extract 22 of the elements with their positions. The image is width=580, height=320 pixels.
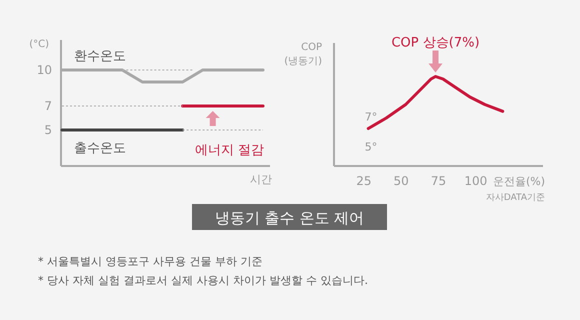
x-axis-title: 시간: [250, 173, 272, 186]
x-tick-label: 100: [464, 174, 488, 188]
x-tick-label: 75: [430, 174, 446, 188]
series-label: 출수온도: [74, 141, 126, 156]
series-label: 환수온도: [74, 49, 126, 64]
text: 냉동기 출수 온도 제어: [214, 209, 364, 227]
y-tick-label: 5°: [364, 140, 378, 154]
line-series: [366, 75, 504, 130]
annotation: 에너지 절감: [194, 143, 264, 158]
text: * 당사 자체 실험 결과로서 실제 사용시 차이가 발생할 수 있습니다.: [38, 274, 368, 287]
y-tick-label: 10: [36, 63, 52, 77]
text: * 서울특별시 영등포구 사무용 건물 부하 기준: [38, 255, 262, 268]
x-axis-title: 운전율(%): [492, 175, 545, 188]
y-axis-title: (°C): [29, 39, 50, 50]
y-tick-label: 7°: [364, 110, 378, 124]
y-axis-title: COP (냉동기): [284, 42, 322, 67]
text: 자사DATA기준: [486, 193, 545, 203]
annotation: COP 상승(7%): [391, 35, 480, 50]
y-tick-label: 5: [44, 123, 52, 137]
y-tick-label: 7: [44, 99, 52, 113]
x-tick-label: 50: [394, 174, 409, 188]
x-tick-label: 25: [356, 174, 372, 188]
